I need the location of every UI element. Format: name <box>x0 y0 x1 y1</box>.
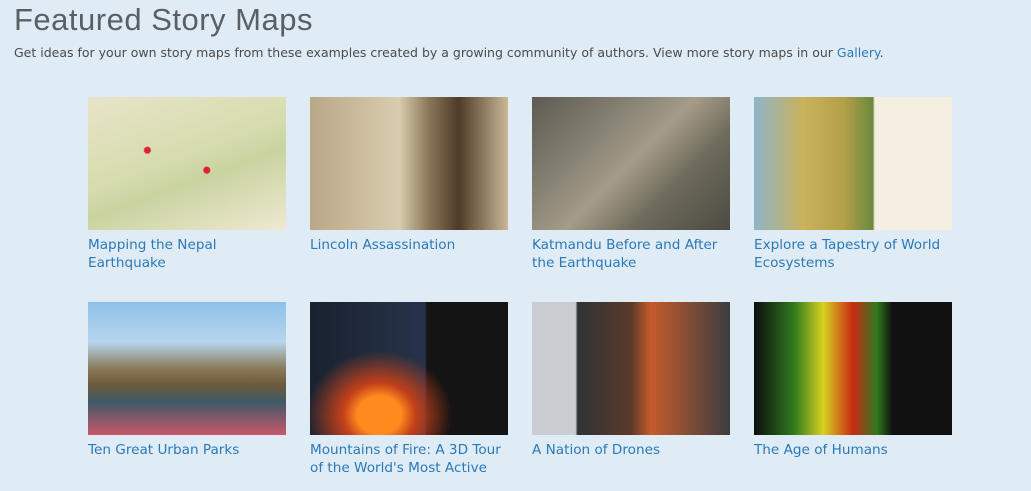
page-description: Get ideas for your own story maps from t… <box>14 45 884 60</box>
story-thumbnail[interactable] <box>88 97 286 230</box>
story-card: Mapping the Nepal Earthquake <box>88 97 288 272</box>
story-thumbnail[interactable] <box>310 97 508 230</box>
story-title[interactable]: Lincoln Assassination <box>310 237 456 253</box>
story-title[interactable]: Katmandu Before and After the Earthquake <box>532 237 718 271</box>
story-thumbnail[interactable] <box>88 302 286 435</box>
story-thumbnail[interactable] <box>310 302 508 435</box>
story-thumbnail[interactable] <box>532 97 730 230</box>
story-card: The Age of Humans <box>754 302 954 459</box>
story-thumbnail[interactable] <box>754 97 952 230</box>
story-title[interactable]: The Age of Humans <box>754 442 888 458</box>
story-title[interactable]: Mapping the Nepal Earthquake <box>88 237 217 271</box>
story-card: Explore a Tapestry of World Ecosystems <box>754 97 954 272</box>
story-card: Mountains of Fire: A 3D Tour of the Worl… <box>310 302 510 477</box>
description-text: Get ideas for your own story maps from t… <box>14 45 837 60</box>
story-title[interactable]: A Nation of Drones <box>532 442 661 458</box>
story-card: Katmandu Before and After the Earthquake <box>532 97 732 272</box>
story-title[interactable]: Explore a Tapestry of World Ecosystems <box>754 237 941 271</box>
story-card: A Nation of Drones <box>532 302 732 459</box>
page-title: Featured Story Maps <box>14 2 313 37</box>
story-title[interactable]: Ten Great Urban Parks <box>88 442 240 458</box>
description-end: . <box>879 45 884 60</box>
story-thumbnail[interactable] <box>754 302 952 435</box>
story-thumbnail[interactable] <box>532 302 730 435</box>
story-card: Ten Great Urban Parks <box>88 302 288 459</box>
gallery-link[interactable]: Gallery <box>836 45 880 60</box>
story-card: Lincoln Assassination <box>310 97 510 254</box>
story-title[interactable]: Mountains of Fire: A 3D Tour of the Worl… <box>310 442 501 476</box>
